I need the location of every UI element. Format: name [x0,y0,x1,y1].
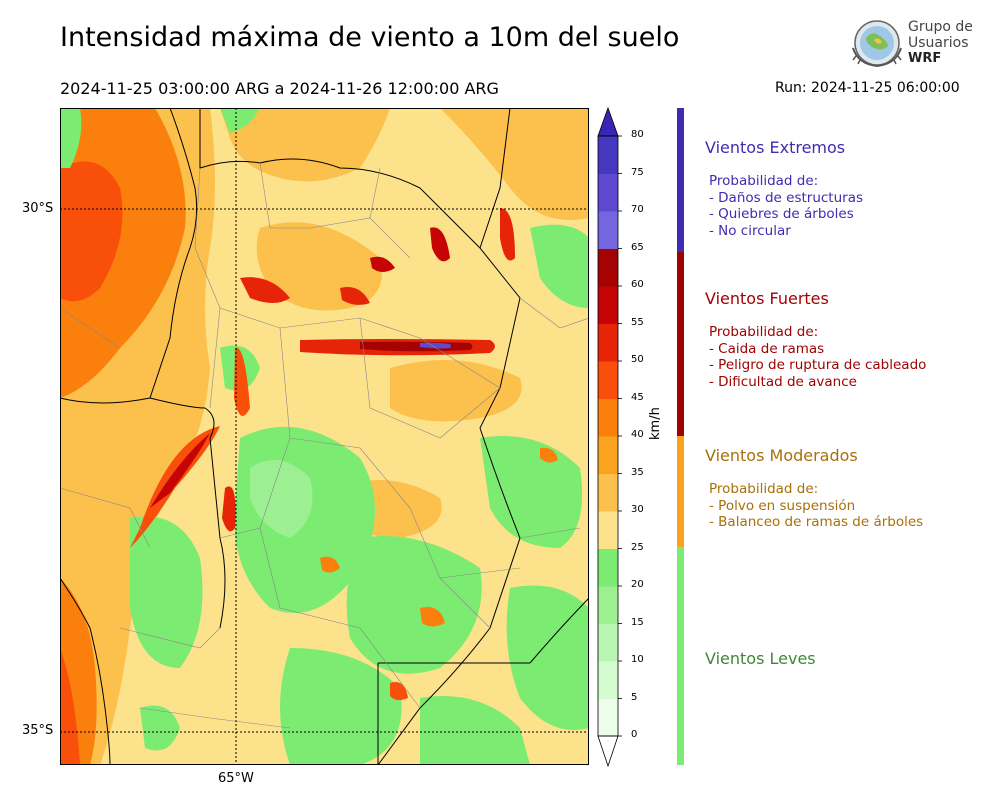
colorbar-tick-label: 0 [631,729,638,740]
colorbar-tick-label: 75 [631,166,644,178]
colorbar-tick-label: 65 [631,241,644,253]
category-leves-title: Vientos Leves [705,649,816,668]
category-extremos: Vientos Extremos Probabilidad de: - Daño… [705,138,863,239]
category-bar-moderados [677,436,684,547]
colorbar-tick-label: 20 [631,579,644,590]
category-extremos-line: Probabilidad de: [709,173,819,189]
colorbar-tick-label: 40 [631,429,644,440]
colorbar-tick-label: 5 [631,691,638,703]
globe-seal-icon [852,20,902,68]
category-moderados-line: - Polvo en suspensión [709,497,856,514]
logo-text-line2: Usuarios [908,35,969,51]
colorbar-tick-label: 45 [631,391,644,403]
colorbar-band [598,473,618,512]
category-bar-fuertes [677,252,684,436]
category-extremos-line: - Quiebres de árboles [709,206,854,222]
lon-label-65w: 65°W [218,771,254,786]
colorbar-extend-max [597,106,619,137]
colorbar-tick-label: 70 [631,204,644,215]
colorbar-band [598,173,618,212]
colorbar-tick-label: 25 [631,541,644,553]
logo-text-line1: Grupo de [908,19,973,35]
colorbar-band [598,548,618,587]
lat-label-35s: 35°S [22,723,54,738]
category-fuertes: Vientos Fuertes Probabilidad de: - Caida… [705,289,926,390]
colorbar-band [598,398,618,437]
colorbar-unit-label: km/h [648,407,663,440]
colorbar-band [598,436,618,474]
category-fuertes-line: - Dificultad de avance [709,373,857,390]
category-fuertes-line: - Caida de ramas [709,340,825,357]
colorbar-tick-label: 55 [631,316,644,328]
category-leves: Vientos Leves [705,649,816,668]
colorbar-band [598,286,618,324]
category-fuertes-line: - Peligro de ruptura de cableado [709,357,927,373]
colorbar-tick-label: 60 [631,279,644,290]
colorbar-band [598,136,618,174]
colorbar-band [598,211,618,249]
category-moderados: Vientos Moderados Probabilidad de: - Pol… [705,446,923,531]
category-extremos-line: - No circular [709,222,791,239]
category-extremos-title: Vientos Extremos [705,138,846,157]
category-moderados-line: Probabilidad de: [709,481,819,497]
colorbar-band [598,661,618,699]
colorbar-band [598,698,618,737]
category-bar-extremos [677,108,684,252]
colorbar-band [598,623,618,662]
category-moderados-line: - Balanceo de ramas de árboles [709,514,924,530]
colorbar-tick-label: 15 [631,616,644,628]
run-time: Run: 2024-11-25 06:00:00 [775,80,960,96]
lat-label-30s: 30°S [22,201,54,216]
category-fuertes-line: Probabilidad de: [709,324,819,340]
logo-text-wrf: WRF [908,51,942,66]
colorbar-band [598,323,618,362]
colorbar-band [598,586,618,624]
colorbar-tick-label: 10 [631,654,644,665]
category-bar-leves [677,547,684,765]
colorbar-band [598,248,618,287]
category-moderados-title: Vientos Moderados [705,446,858,465]
chart-title: Intensidad máxima de viento a 10m del su… [60,22,680,53]
category-extremos-line: - Daños de estructuras [709,189,864,206]
category-fuertes-title: Vientos Fuertes [705,289,829,308]
colorbar-tick-label: 35 [631,466,644,478]
wind-speed-map [60,108,589,765]
colorbar-tick-label: 80 [631,129,644,140]
colorbar-tick-label: 50 [631,354,644,365]
colorbar-band [598,511,618,549]
colorbar-extend-min [597,735,619,768]
colorbar-tick-label: 30 [631,504,644,515]
forecast-period: 2024-11-25 03:00:00 ARG a 2024-11-26 12:… [60,79,499,98]
colorbar-band [598,361,618,399]
grupo-usuarios-wrf-logo: Grupo de Usuarios WRF [848,18,978,74]
wind-speed-colorbar [597,106,622,768]
